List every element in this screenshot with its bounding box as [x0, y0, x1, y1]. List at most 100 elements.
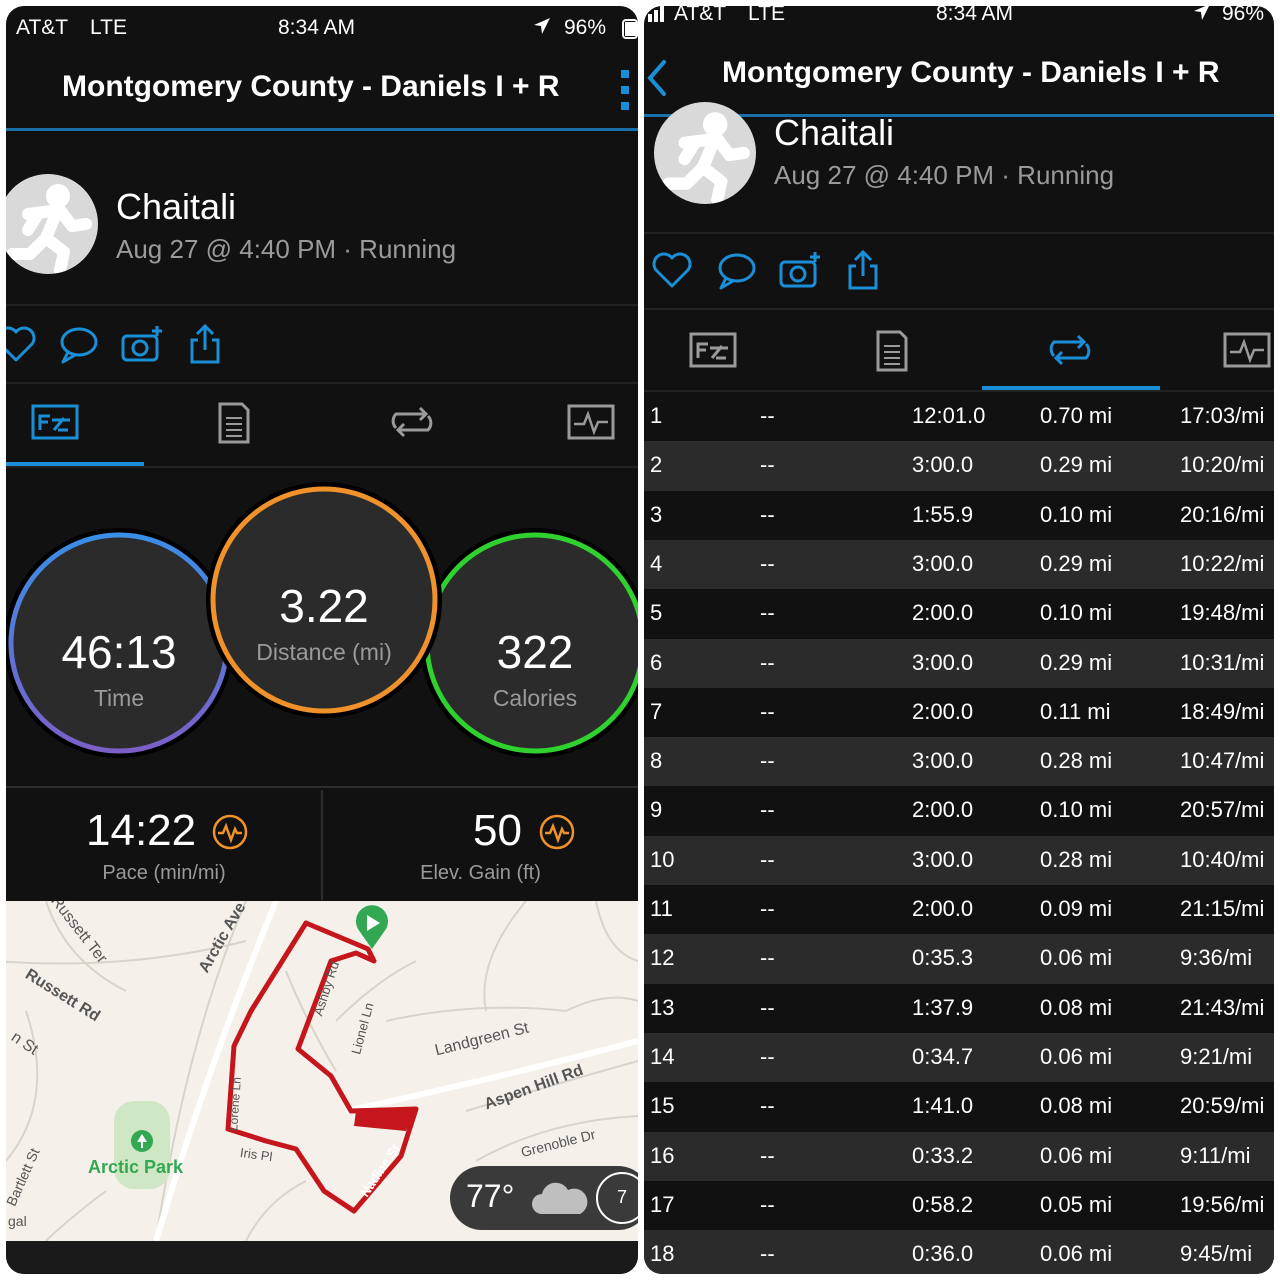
share-icon[interactable] — [842, 248, 886, 292]
camera-add-icon[interactable] — [120, 322, 164, 366]
activity-laps-screen: AT&T LTE 8:34 AM 96% Montgomery County -… — [644, 6, 1274, 1274]
start-marker-icon[interactable] — [352, 905, 392, 949]
tab-summary[interactable] — [688, 328, 740, 372]
table-row[interactable]: 3 -- 1:55.9 0.10 mi 20:16/mi — [644, 491, 1274, 540]
lap-placeholder: -- — [760, 797, 775, 823]
pace-chart-icon[interactable] — [212, 814, 248, 850]
avatar[interactable] — [6, 174, 98, 274]
location-arrow-icon — [532, 16, 552, 42]
lap-placeholder: -- — [760, 1142, 775, 1168]
pace-stat[interactable]: 14:22 Pace (min/mi) — [6, 786, 322, 901]
divider — [6, 304, 638, 306]
page-title: Montgomery County - Daniels I + R — [62, 70, 560, 103]
heart-icon[interactable] — [6, 322, 38, 366]
lap-number: 6 — [650, 649, 663, 675]
wind-indicator: 7 — [596, 1172, 638, 1224]
route-map[interactable]: Russett Ter Russett Rd Arctic Ave Ashby … — [6, 901, 638, 1241]
lap-number: 9 — [650, 797, 663, 823]
camera-add-icon[interactable] — [778, 248, 822, 292]
elevation-chart-icon[interactable] — [539, 814, 575, 850]
more-options-icon[interactable] — [618, 68, 632, 112]
distance-ring-arc — [210, 486, 438, 714]
battery-label: 96% — [1222, 6, 1265, 25]
heart-icon[interactable] — [650, 248, 694, 292]
lap-placeholder: -- — [760, 649, 775, 675]
table-row[interactable]: 6 -- 3:00.0 0.29 mi 10:31/mi — [644, 638, 1274, 688]
lap-distance: 0.29 mi — [1040, 550, 1113, 576]
pace-label: Pace (min/mi) — [102, 862, 226, 884]
network-label: LTE — [748, 6, 785, 25]
table-row[interactable]: 13 -- 1:37.9 0.08 mi 21:43/mi — [644, 984, 1274, 1033]
user-name[interactable]: Chaitali — [116, 186, 237, 227]
active-tab-indicator — [6, 462, 144, 466]
tab-chart[interactable] — [1222, 328, 1274, 372]
table-row[interactable]: 2 -- 3:00.0 0.29 mi 10:20/mi — [644, 441, 1274, 491]
divider — [644, 232, 1274, 234]
park-label: Arctic Park — [88, 1157, 184, 1177]
table-row[interactable]: 10 -- 3:00.0 0.28 mi 10:40/mi — [644, 835, 1274, 885]
lap-time: 0:35.3 — [912, 945, 974, 971]
lap-number: 7 — [650, 698, 663, 724]
lap-pace: 21:43/mi — [1180, 994, 1265, 1020]
table-row[interactable]: 17 -- 0:58.2 0.05 mi 19:56/mi — [644, 1181, 1274, 1230]
lap-distance: 0.06 mi — [1040, 1241, 1113, 1267]
tab-laps[interactable] — [386, 400, 438, 444]
table-row[interactable]: 16 -- 0:33.2 0.06 mi 9:11/mi — [644, 1131, 1274, 1181]
lap-pace: 10:22/mi — [1180, 550, 1265, 576]
table-row[interactable]: 8 -- 3:00.0 0.28 mi 10:47/mi — [644, 737, 1274, 787]
clock: 8:34 AM — [936, 6, 1014, 25]
table-row[interactable]: 7 -- 2:00.0 0.11 mi 18:49/mi — [644, 688, 1274, 737]
table-row[interactable]: 11 -- 2:00.0 0.09 mi 21:15/mi — [644, 885, 1274, 934]
table-row[interactable]: 1 -- 12:01.0 0.70 mi 17:03/mi — [644, 392, 1274, 441]
table-row[interactable]: 12 -- 0:35.3 0.06 mi 9:36/mi — [644, 934, 1274, 984]
calories-value: 322 — [496, 626, 574, 678]
lap-time: 3:00.0 — [912, 748, 974, 774]
lap-time: 3:00.0 — [912, 649, 974, 675]
back-icon[interactable] — [644, 56, 674, 100]
wind-value: 7 — [616, 1187, 627, 1207]
activity-meta: Aug 27 @ 4:40 PM · Running — [774, 160, 1115, 190]
details-icon — [218, 402, 250, 444]
battery-icon — [622, 18, 638, 46]
table-row[interactable]: 9 -- 2:00.0 0.10 mi 20:57/mi — [644, 786, 1274, 835]
cloud-icon — [530, 1180, 588, 1216]
divider — [6, 786, 638, 788]
table-row[interactable]: 5 -- 2:00.0 0.10 mi 19:48/mi — [644, 589, 1274, 638]
activity-meta: Aug 27 @ 4:40 PM · Running — [116, 234, 457, 264]
avatar[interactable] — [654, 102, 756, 204]
tab-details[interactable] — [866, 328, 918, 372]
lap-distance: 0.29 mi — [1040, 649, 1113, 675]
tab-details[interactable] — [208, 400, 260, 444]
tab-chart[interactable] — [566, 400, 618, 444]
tab-summary[interactable] — [30, 400, 82, 444]
elevation-stat[interactable]: 50 Elev. Gain (ft) — [323, 786, 638, 901]
user-name[interactable]: Chaitali — [774, 112, 895, 153]
table-row[interactable]: 15 -- 1:41.0 0.08 mi 20:59/mi — [644, 1082, 1274, 1131]
lap-pace: 10:40/mi — [1180, 846, 1265, 872]
network-label: LTE — [90, 16, 127, 39]
lap-number: 14 — [650, 1043, 675, 1069]
tab-laps[interactable] — [1044, 328, 1096, 372]
header-divider — [6, 128, 638, 131]
table-row[interactable]: 18 -- 0:36.0 0.06 mi 9:45/mi — [644, 1230, 1274, 1274]
table-row[interactable]: 14 -- 0:34.7 0.06 mi 9:21/mi — [644, 1032, 1274, 1083]
summary-icon — [689, 332, 737, 368]
comment-icon[interactable] — [714, 248, 758, 292]
lap-placeholder: -- — [760, 550, 775, 576]
lap-distance: 0.10 mi — [1040, 501, 1113, 527]
comment-icon[interactable] — [56, 322, 100, 366]
lap-placeholder: -- — [760, 501, 775, 527]
lap-placeholder: -- — [760, 846, 775, 872]
laps-icon — [1049, 334, 1091, 366]
lap-placeholder: -- — [760, 698, 775, 724]
calories-label: Calories — [492, 685, 578, 711]
share-icon[interactable] — [184, 322, 228, 366]
lap-distance: 0.28 mi — [1040, 748, 1113, 774]
table-row[interactable]: 4 -- 3:00.0 0.29 mi 10:22/mi — [644, 539, 1274, 590]
lap-pace: 19:56/mi — [1180, 1191, 1265, 1217]
chart-icon — [1223, 332, 1271, 368]
distance-label: Distance (mi) — [256, 639, 392, 665]
weather-widget[interactable]: 77° 7 — [450, 1166, 638, 1230]
lap-placeholder: -- — [760, 1093, 775, 1119]
time-label: Time — [93, 685, 145, 711]
